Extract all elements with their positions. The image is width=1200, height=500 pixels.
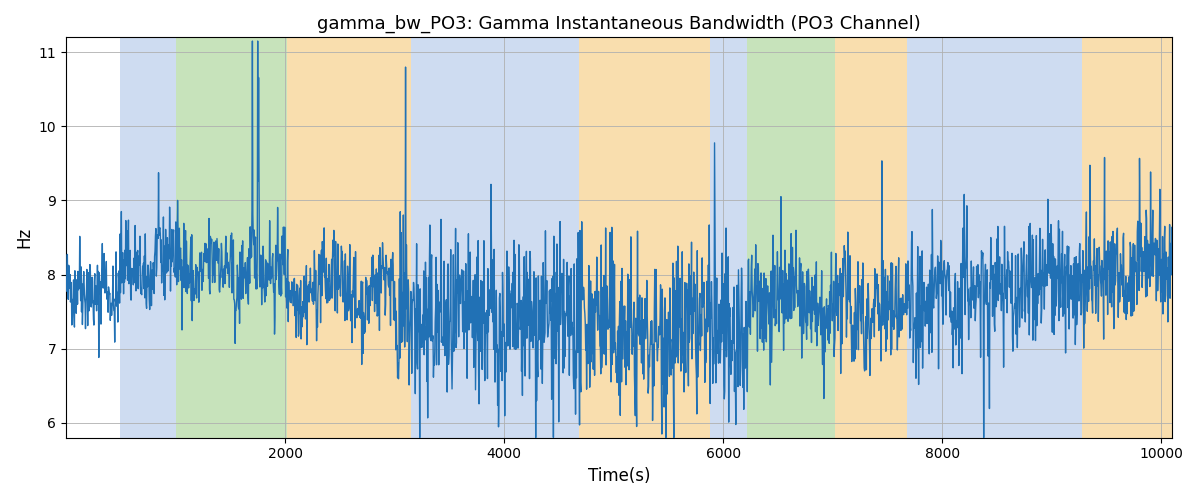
Bar — [710, 38, 748, 438]
Bar — [66, 38, 120, 438]
Y-axis label: Hz: Hz — [14, 227, 32, 248]
Bar — [1082, 38, 1172, 438]
X-axis label: Time(s): Time(s) — [588, 467, 650, 485]
Bar — [412, 38, 578, 438]
Bar — [120, 38, 175, 438]
Title: gamma_bw_PO3: Gamma Instantaneous Bandwidth (PO3 Channel): gamma_bw_PO3: Gamma Instantaneous Bandwi… — [317, 15, 922, 34]
Bar — [578, 38, 710, 438]
Bar — [835, 38, 907, 438]
Bar — [175, 38, 287, 438]
Bar — [907, 38, 1082, 438]
Bar — [287, 38, 412, 438]
Bar — [748, 38, 835, 438]
